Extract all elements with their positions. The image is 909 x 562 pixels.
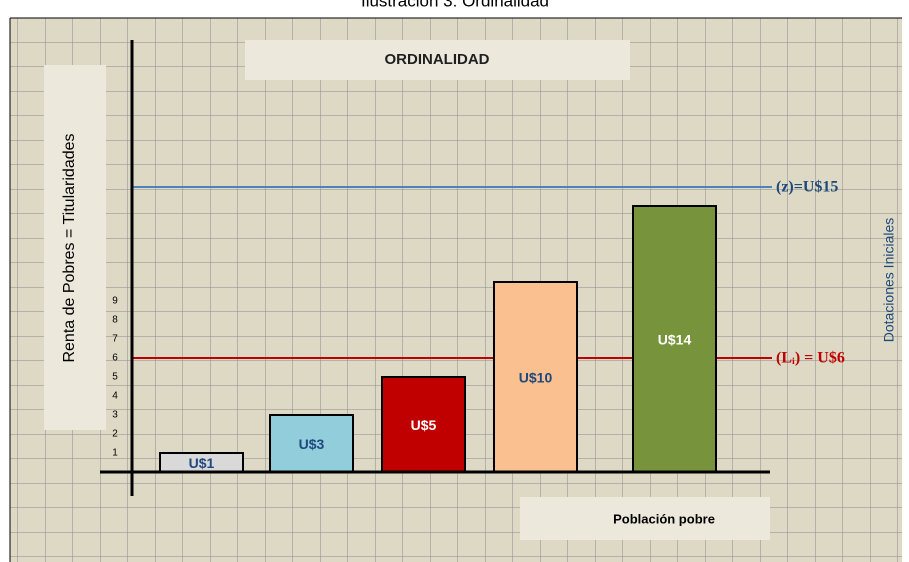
y-tick-label: 5: [112, 372, 118, 383]
reference-label: (z)=U$15: [776, 179, 838, 196]
bar: [269, 414, 354, 473]
x-label-box: [520, 497, 770, 540]
y-tick-label: 1: [112, 448, 118, 459]
caption: Ilustración 3: Ordinalidad: [361, 0, 549, 10]
chart-title: ORDINALIDAD: [385, 51, 490, 68]
grid: [10, 18, 902, 562]
y-tick-label: 6: [112, 353, 118, 364]
bar: [381, 376, 466, 473]
y-tick-label: 8: [112, 315, 118, 326]
y-tick-label: 7: [112, 334, 118, 345]
y-tick-label: 9: [112, 296, 118, 307]
y-tick-label: 3: [112, 410, 118, 421]
y-tick-label: 4: [112, 391, 118, 402]
bar: [493, 281, 578, 473]
value-label: U$1: [189, 455, 215, 471]
right-label: Dotaciones Iniciales: [881, 218, 897, 343]
title-box: [245, 40, 630, 80]
value-label: U$5: [411, 417, 437, 433]
value-label: U$14: [658, 332, 692, 348]
y-axis-label: Renta de Pobres = Titularidades: [61, 133, 78, 362]
x-axis-label: Población pobre: [613, 511, 715, 526]
y-label-box: [44, 65, 106, 430]
marks: 1 2 3 4 5 6 7 8 9 (z)=U$15 (Lᵢ) = U$6 U$1 U$3 U$5 U$10…: [112, 179, 845, 473]
reference-label: (Lᵢ) = U$6: [776, 350, 845, 367]
value-label: U$10: [519, 370, 553, 386]
value-label: U$3: [299, 436, 325, 452]
bar: [632, 205, 717, 473]
y-tick-label: 2: [112, 429, 118, 440]
